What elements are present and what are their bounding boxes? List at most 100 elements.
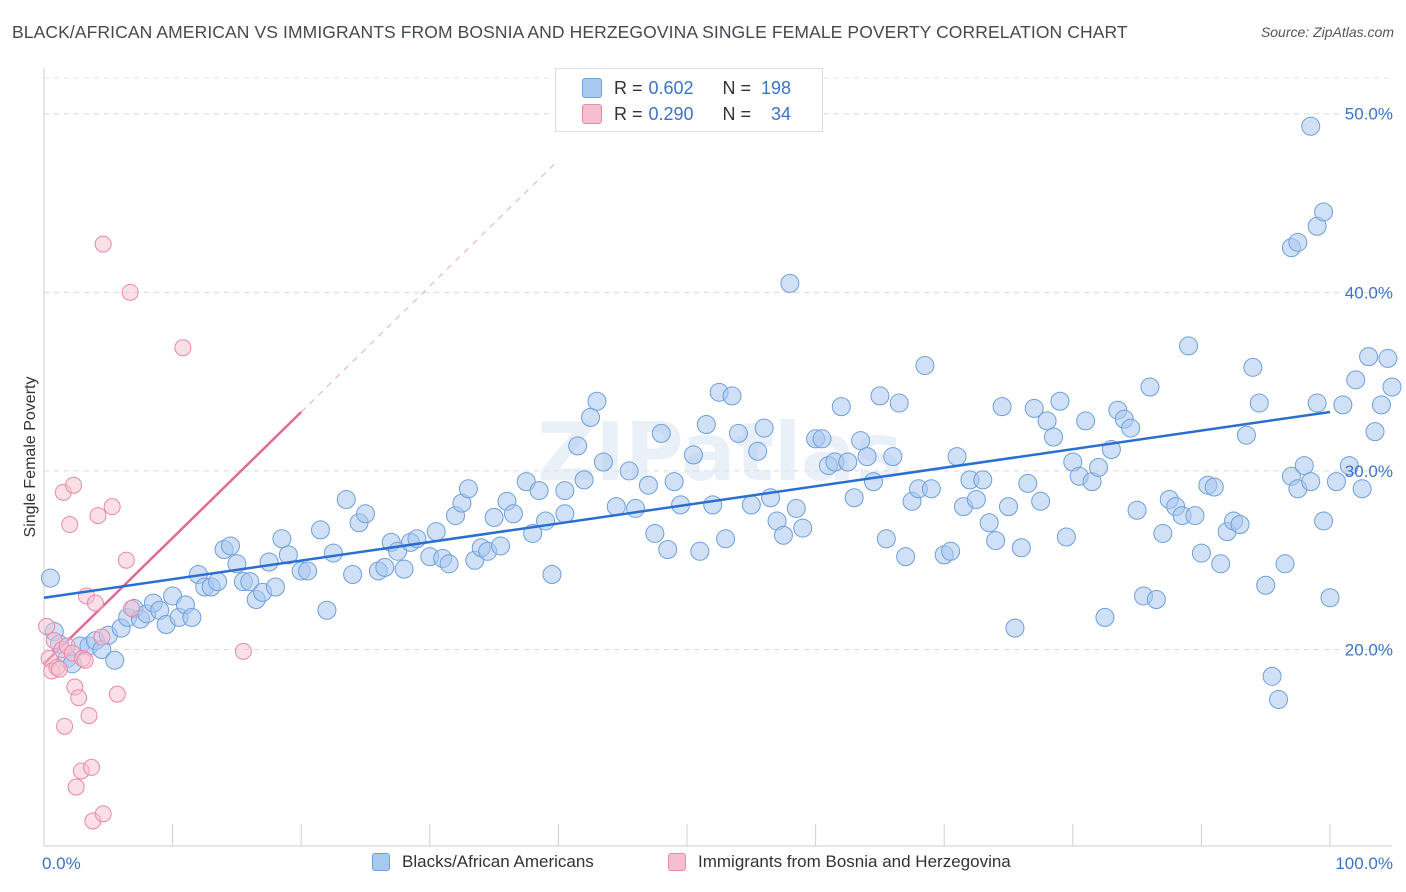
blue-data-point <box>992 397 1012 417</box>
axes <box>43 68 1392 847</box>
blue-data-point <box>1204 477 1224 497</box>
legend-item-blue[interactable]: Blacks/African Americans <box>372 852 594 872</box>
pink-data-point <box>89 507 107 525</box>
blue-data-point <box>1044 427 1064 447</box>
blue-data-point <box>593 452 613 472</box>
pink-stat-swatch <box>582 104 602 124</box>
blue-data-point <box>1371 395 1391 415</box>
blue-series-points <box>40 116 1402 710</box>
pink-data-point <box>117 551 135 569</box>
blue-data-point <box>728 423 748 443</box>
source-label: Source: ZipAtlas.com <box>1260 24 1394 40</box>
pink-data-point <box>67 778 85 796</box>
stats-row-blue: R = 0.602 N = 198 <box>582 76 791 100</box>
blue-data-point <box>1185 506 1205 526</box>
pink-data-point <box>38 617 56 635</box>
blue-data-point <box>208 572 228 592</box>
pink-data-point <box>50 660 68 678</box>
blue-data-point <box>973 470 993 490</box>
blue-data-point <box>1256 575 1276 595</box>
blue-data-point <box>272 529 292 549</box>
blue-data-point <box>844 488 864 508</box>
blue-data-point <box>1095 607 1115 627</box>
y-tick-label: 20.0% <box>1345 641 1393 660</box>
blue-data-point <box>696 414 716 434</box>
blue-data-point <box>1146 590 1166 610</box>
blue-data-point <box>1140 377 1160 397</box>
blue-data-point <box>780 273 800 293</box>
blue-data-point <box>658 540 678 560</box>
blue-data-point <box>831 397 851 417</box>
pink-data-point <box>56 717 74 735</box>
blue-data-point <box>317 600 337 620</box>
blue-data-point <box>1037 411 1057 431</box>
blue-data-point <box>683 445 703 465</box>
blue-data-point <box>947 447 967 467</box>
r-label: R = <box>614 77 643 98</box>
blue-data-point <box>529 481 549 501</box>
pink-trend-group <box>43 159 559 665</box>
blue-data-point <box>1365 422 1385 442</box>
blue-data-point <box>754 418 774 438</box>
blue-data-point <box>1378 348 1398 368</box>
blue-trend-line <box>43 410 1331 599</box>
blue-data-point <box>716 529 736 549</box>
blue-data-point <box>1352 479 1372 499</box>
blue-data-point <box>220 536 240 556</box>
blue-data-point <box>581 407 601 427</box>
pink-data-point <box>70 689 88 707</box>
y-tick-label: 50.0% <box>1345 105 1393 124</box>
blue-data-point <box>979 513 999 533</box>
blue-data-point <box>1326 472 1346 492</box>
blue-data-point <box>1314 202 1334 222</box>
blue-data-point <box>1056 527 1076 547</box>
blue-data-point <box>1230 515 1250 535</box>
pink-legend-swatch <box>668 853 686 871</box>
blue-data-point <box>1005 618 1025 638</box>
blue-data-point <box>651 423 671 443</box>
pink-data-point <box>65 476 83 494</box>
blue-data-point <box>773 525 793 545</box>
blue-data-point <box>1153 523 1173 543</box>
blue-data-point <box>870 386 890 406</box>
pink-data-point <box>94 235 112 253</box>
blue-data-point <box>1269 690 1289 710</box>
blue-data-point <box>278 545 298 565</box>
blue-data-point <box>1236 425 1256 445</box>
blue-data-point <box>1333 395 1353 415</box>
stats-legend-box: R = 0.602 N = 198 R = 0.290 N = 34 <box>555 68 823 132</box>
blue-data-point <box>503 504 523 524</box>
blue-data-point <box>1121 418 1141 438</box>
pink-data-point <box>76 651 94 669</box>
pink-n-value: 34 <box>771 103 792 124</box>
blue-data-point <box>1301 472 1321 492</box>
pink-data-point <box>93 628 111 646</box>
blue-data-point <box>356 504 375 524</box>
blue-data-point <box>1179 336 1199 356</box>
blue-data-point <box>857 447 877 467</box>
blue-data-point <box>626 498 646 518</box>
blue-data-point <box>574 470 594 490</box>
blue-data-point <box>1359 347 1379 367</box>
pink-data-point <box>61 516 79 534</box>
blue-data-point <box>587 391 607 411</box>
blue-data-point <box>555 481 575 501</box>
legend-item-pink[interactable]: Immigrants from Bosnia and Herzegovina <box>668 852 1011 872</box>
blue-data-point <box>1307 393 1327 413</box>
blue-data-point <box>240 572 260 592</box>
blue-data-point <box>812 429 832 449</box>
y-tick-label: 30.0% <box>1345 462 1393 481</box>
blue-data-point <box>105 650 125 670</box>
y-tick-label: 40.0% <box>1345 283 1393 302</box>
blue-data-point <box>182 607 202 627</box>
pink-data-point <box>174 339 192 357</box>
x-tick-label: 0.0% <box>42 854 81 873</box>
blue-data-point <box>896 547 916 567</box>
blue-data-point <box>1346 370 1366 390</box>
blue-data-point <box>1294 456 1314 476</box>
blue-data-point <box>1243 357 1263 377</box>
r-label: R = <box>614 103 643 124</box>
blue-data-point <box>336 490 356 510</box>
blue-data-point <box>542 565 562 585</box>
bottom-legend: Blacks/African Americans Immigrants from… <box>0 852 1406 876</box>
